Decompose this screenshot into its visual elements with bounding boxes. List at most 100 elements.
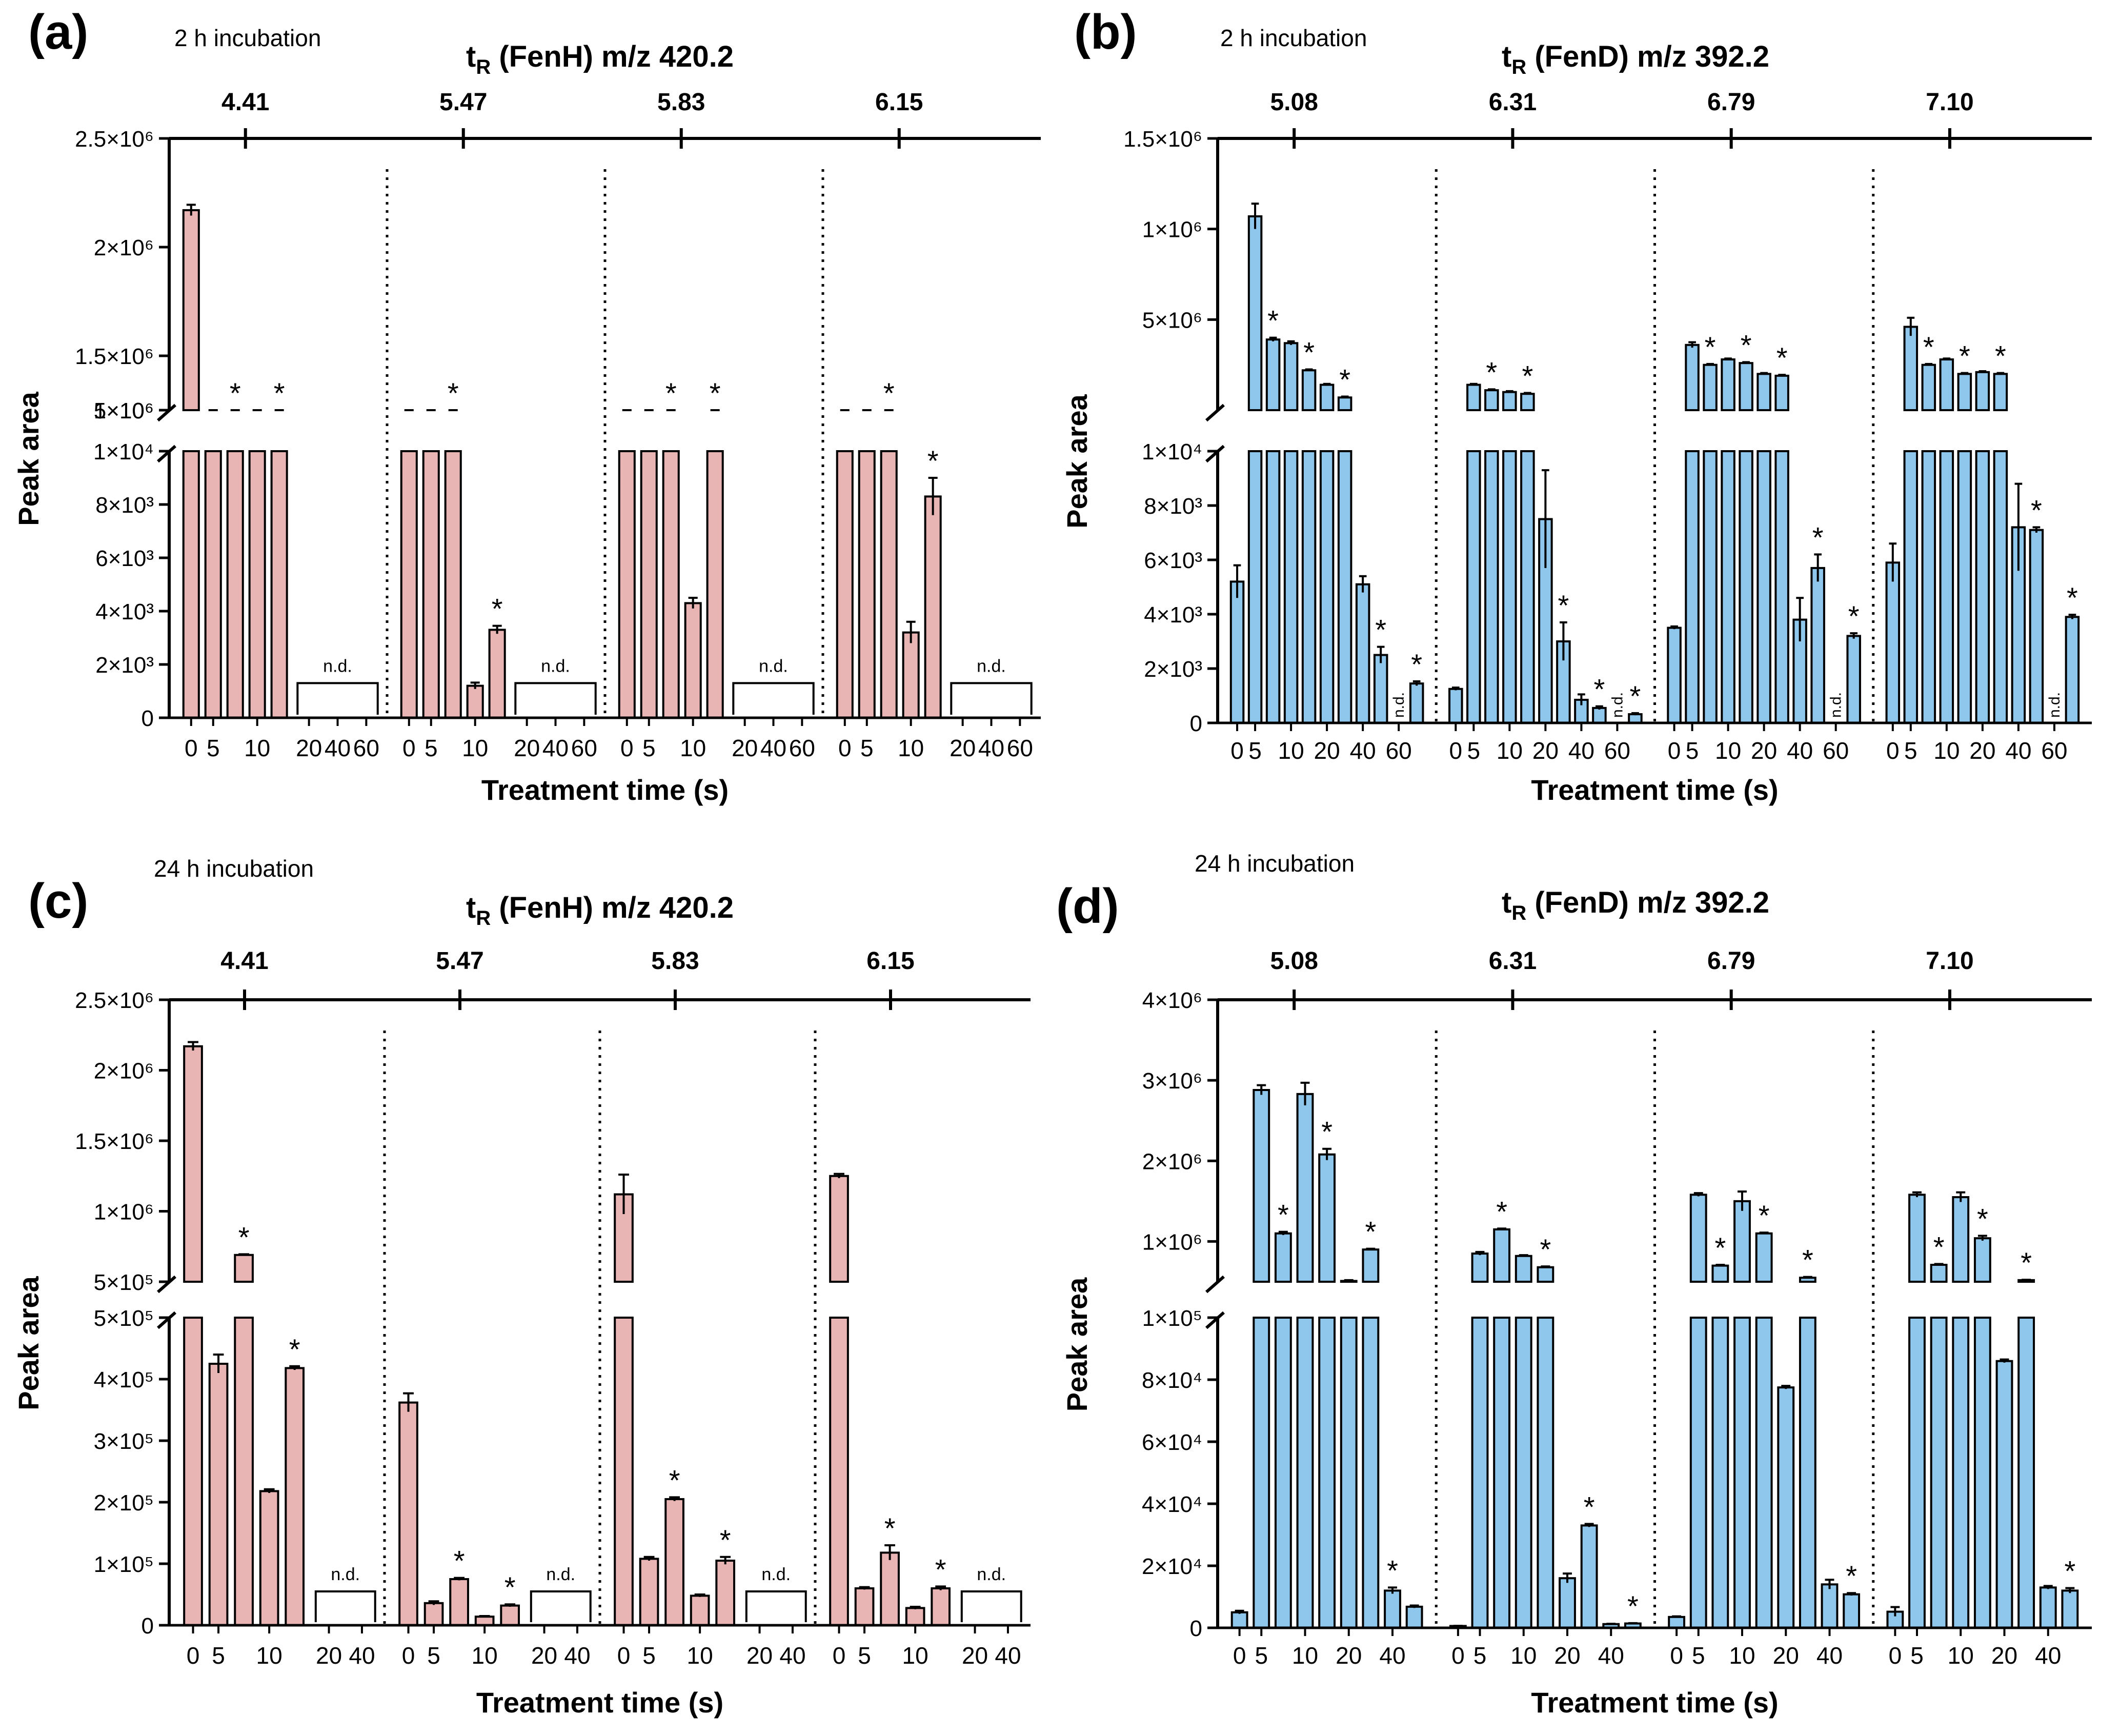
x-tick-label: 0 [1451, 1642, 1465, 1669]
bar [1247, 450, 1263, 724]
y-tick-label: 8×10³ [1144, 494, 1202, 519]
y-tick-label: 2×10³ [95, 653, 154, 678]
x-tick-label: 20 [1773, 1642, 1799, 1669]
panel-2: (c) 24 h incubation tR (FenH) m/z 420.2 Pea… [12, 855, 1031, 1719]
x-tick-label: 5 [425, 735, 438, 761]
nd-bracket [314, 1590, 376, 1622]
bar [449, 1578, 469, 1626]
bar [1466, 383, 1481, 411]
x-tick-label: 5 [1248, 737, 1262, 764]
x-tick-label: 0 [1889, 1642, 1902, 1669]
significance-star: * [1558, 589, 1569, 621]
bar [1973, 1317, 1991, 1629]
y-axis-label: Peak area [1061, 1277, 1093, 1411]
bar [1301, 450, 1317, 724]
y-tick-label: 8×10³ [95, 493, 154, 518]
x-tick-label: 60 [353, 735, 379, 761]
y-axis-label: Peak area [12, 391, 45, 526]
bar [690, 1594, 710, 1626]
bar [1384, 1589, 1401, 1629]
x-tick-label: 0 [1668, 737, 1681, 764]
bar [1628, 713, 1643, 724]
significance-star: * [230, 377, 241, 409]
y-tick-label: 0 [142, 706, 154, 731]
bar [1993, 373, 2008, 411]
nd-label: n.d. [1390, 692, 1407, 718]
bar [422, 450, 440, 719]
x-tick-label: 20 [1751, 737, 1777, 764]
x-tick-label: 20 [514, 735, 540, 761]
y-tick-label: 5×10⁶ [94, 398, 154, 423]
bar [1466, 450, 1481, 724]
nd-label: n.d. [323, 656, 352, 676]
bar [182, 450, 200, 719]
bar [1930, 1264, 1948, 1283]
bar [1774, 450, 1789, 724]
x-tick-label: 40 [349, 1642, 375, 1669]
x-tick-label: 5 [1467, 737, 1481, 764]
bar [226, 450, 244, 719]
bar [1337, 396, 1352, 411]
x-tick-label: 5 [1692, 1642, 1705, 1669]
bar [618, 450, 636, 719]
x-tick-label: 10 [1715, 737, 1741, 764]
y-tick-label: 2×10⁵ [94, 1490, 154, 1516]
bar [1908, 1194, 1926, 1283]
bar [829, 1175, 849, 1283]
x-tick-label: 40 [1379, 1642, 1405, 1669]
x-tick-label: 60 [571, 735, 597, 761]
rt-label: 6.79 [1707, 947, 1755, 975]
x-tick-label: 5 [1904, 737, 1917, 764]
bar [1230, 1611, 1248, 1629]
bar [836, 450, 854, 719]
chart-title: tR (FenH) m/z 420.2 [466, 40, 734, 78]
incubation-label: 2 h incubation [1220, 25, 1367, 51]
title-sub: R [1511, 902, 1526, 924]
bar [1340, 1317, 1358, 1629]
bar [1810, 567, 1825, 724]
x-tick-label: 20 [1969, 737, 1995, 764]
bar [684, 602, 702, 719]
x-tick-label: 0 [1449, 737, 1463, 764]
bar [858, 450, 876, 719]
bar [234, 1317, 254, 1626]
bar [1975, 371, 1990, 411]
y-tick-label: 3×10⁵ [94, 1429, 154, 1454]
panel-label: (d) [1056, 879, 1119, 934]
significance-star: * [2067, 581, 2078, 614]
bar [1903, 450, 1919, 724]
x-axis-label: Treatment time (s) [1531, 1686, 1778, 1719]
bar [1265, 450, 1281, 724]
y-tick-label: 2×10⁴ [1142, 1554, 1202, 1579]
bar [1362, 1248, 1380, 1283]
incubation-label: 24 h incubation [1195, 850, 1355, 877]
significance-star: * [1776, 341, 1788, 374]
y-axis-label: Peak area [12, 1276, 45, 1410]
incubation-label: 24 h incubation [154, 855, 314, 882]
x-tick-label: 40 [1816, 1642, 1843, 1669]
y-tick-label: 5×10⁵ [94, 1306, 154, 1331]
x-tick-label: 20 [1314, 737, 1340, 764]
significance-star: * [1496, 1195, 1507, 1227]
bar [639, 1558, 659, 1626]
x-tick-label: 10 [898, 735, 924, 761]
significance-star: * [1411, 648, 1422, 680]
y-tick-label: 4×10⁵ [94, 1367, 154, 1392]
nd-label: n.d. [331, 1565, 360, 1584]
significance-star: * [1848, 600, 1860, 632]
significance-star: * [720, 1524, 731, 1556]
x-tick-label: 20 [1532, 737, 1559, 764]
bar [1939, 358, 1954, 411]
significance-star: * [454, 1545, 465, 1577]
y-tick-label: 2.5×10⁶ [75, 988, 154, 1013]
bar [1721, 358, 1735, 411]
bar [1921, 364, 1936, 412]
y-tick-label: 2×10⁶ [94, 235, 154, 260]
x-tick-label: 60 [1604, 737, 1630, 764]
significance-star: * [935, 1553, 946, 1585]
title-rest: (FenD) m/z 392.2 [1526, 886, 1769, 919]
x-tick-label: 0 [1886, 737, 1900, 764]
bar [1405, 1605, 1423, 1629]
y-tick-label: 2×10⁶ [1142, 1149, 1202, 1174]
x-tick-label: 20 [316, 1642, 342, 1669]
